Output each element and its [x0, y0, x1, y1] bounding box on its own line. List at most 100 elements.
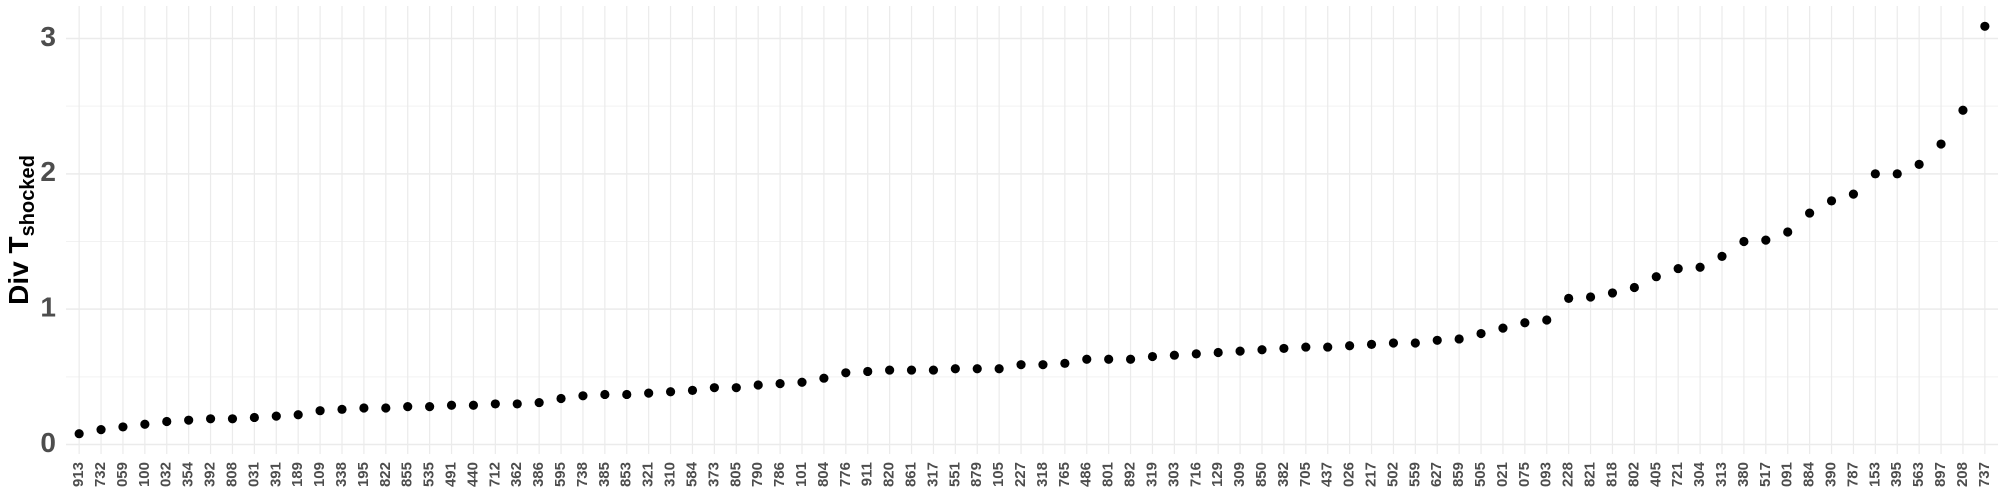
x-tick-label: 391 [267, 462, 284, 487]
x-tick-label: 787 [1844, 462, 1861, 487]
point [359, 403, 369, 413]
point [337, 404, 347, 414]
point [1388, 338, 1399, 348]
x-tick-label: 385 [596, 462, 613, 487]
x-tick-label: 303 [1165, 462, 1182, 487]
point [753, 380, 763, 390]
point [972, 364, 982, 374]
x-tick-label: 535 [421, 462, 438, 487]
point [1717, 251, 1727, 261]
point [1585, 292, 1596, 302]
point [797, 377, 807, 387]
x-tick-label: 338 [333, 462, 350, 487]
point [819, 373, 829, 383]
point [1257, 345, 1267, 355]
x-tick-label: 093 [1538, 462, 1555, 487]
x-tick-label: 822 [377, 462, 394, 487]
x-tick-label: 732 [92, 462, 109, 487]
x-tick-label: 821 [1582, 462, 1599, 487]
x-tick-label: 390 [1822, 462, 1839, 487]
point [403, 402, 413, 412]
point [1892, 169, 1902, 179]
point [731, 383, 741, 393]
point [425, 402, 435, 412]
point [1695, 262, 1705, 272]
point [1607, 288, 1618, 298]
x-tick-label: 321 [640, 462, 657, 487]
point [205, 414, 216, 424]
x-tick-label: 738 [574, 462, 591, 487]
x-tick-label: 804 [815, 461, 832, 487]
x-tick-label: 208 [1954, 462, 1971, 487]
point [96, 425, 106, 435]
x-tick-label: 380 [1735, 462, 1752, 487]
point [227, 414, 238, 424]
point [1323, 342, 1333, 352]
point [1761, 235, 1771, 245]
point [1651, 272, 1661, 282]
point [162, 416, 172, 427]
x-tick-label: 491 [442, 462, 459, 487]
x-tick-label: 319 [1143, 462, 1160, 487]
point [1629, 282, 1639, 293]
x-tick-label: 317 [924, 462, 941, 487]
x-tick-label: 026 [1341, 462, 1358, 487]
point [315, 406, 325, 416]
point [512, 399, 522, 409]
point [1410, 338, 1420, 348]
point [1673, 263, 1683, 274]
x-tick-label: 551 [946, 462, 963, 487]
x-tick-label: 705 [1297, 462, 1314, 487]
x-tick-label: 373 [705, 462, 722, 487]
point [118, 422, 128, 432]
x-tick-label: 627 [1428, 462, 1445, 487]
y-axis-title-main: Div T [3, 236, 34, 304]
y-tick-label: 3 [40, 21, 56, 52]
point [841, 368, 851, 378]
point [381, 403, 391, 413]
point [293, 410, 303, 420]
point [1235, 346, 1245, 356]
point [1147, 351, 1158, 362]
x-tick-label: 913 [70, 462, 87, 487]
point [534, 397, 544, 408]
x-tick-label: 808 [223, 462, 240, 487]
point [1870, 169, 1880, 179]
x-tick-label: 765 [1056, 462, 1073, 487]
point [1279, 343, 1289, 354]
point [1958, 105, 1968, 115]
point [556, 393, 566, 404]
x-tick-label: 859 [1450, 462, 1467, 487]
x-tick-label: 129 [1209, 462, 1226, 487]
x-tick-label: 031 [245, 462, 262, 487]
x-tick-label: 517 [1757, 462, 1774, 487]
point [1826, 196, 1837, 206]
point [1783, 227, 1793, 237]
x-tick-label: 855 [399, 462, 416, 487]
x-tick-label: 502 [1384, 462, 1401, 487]
point [1848, 189, 1859, 199]
point [644, 388, 654, 398]
x-tick-label: 217 [1362, 462, 1379, 487]
x-tick-label: 559 [1406, 462, 1423, 487]
x-tick-label: 884 [1801, 461, 1818, 487]
point [1125, 354, 1136, 364]
x-tick-label: 505 [1472, 462, 1489, 487]
point [140, 419, 150, 429]
point [1454, 334, 1464, 344]
x-tick-label: 776 [837, 462, 854, 487]
point [446, 400, 457, 410]
point [622, 389, 632, 400]
x-tick-label: 820 [881, 462, 898, 487]
x-tick-label: 313 [1713, 462, 1730, 487]
point [775, 379, 785, 389]
x-tick-label: 021 [1494, 462, 1511, 487]
x-tick-label: 712 [486, 462, 503, 487]
point [994, 364, 1004, 374]
x-tick-label: 318 [1034, 462, 1051, 487]
x-tick-label: 105 [990, 462, 1007, 487]
point [1366, 339, 1377, 349]
point [1476, 328, 1486, 339]
x-tick-label: 310 [662, 462, 679, 487]
